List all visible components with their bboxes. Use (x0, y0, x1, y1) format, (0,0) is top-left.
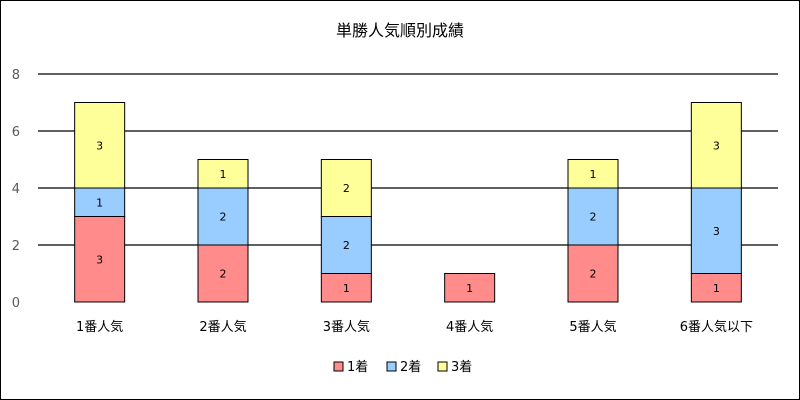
gridlines (38, 73, 778, 246)
bar-segment-3-2 (320, 216, 372, 274)
data-labels: 3 1 3 2 2 1 1 2 2 1 2 2 1 1 3 3 (96, 139, 720, 295)
bar-segment-5-3 (567, 159, 619, 189)
data-label: 3 (96, 139, 103, 152)
y-tick-label: 2 (12, 239, 20, 254)
y-tick-label: 0 (12, 296, 20, 311)
data-label: 2 (343, 239, 350, 252)
bar-segment-1-1 (74, 216, 126, 303)
data-label: 3 (713, 139, 720, 152)
data-label: 1 (590, 168, 597, 181)
y-tick-label: 4 (12, 182, 20, 197)
bar-segment-5-2 (567, 187, 619, 246)
bar-segment-4-1 (444, 273, 496, 303)
bars (74, 102, 742, 303)
x-axis-categories: 1番人気 2番人気 3番人気 4番人気 5番人気 6番人気以下 (76, 319, 753, 335)
data-label: 2 (590, 211, 597, 224)
data-label: 1 (96, 196, 103, 209)
legend-label-1: 1着 (347, 359, 368, 375)
y-axis-ticks: 0 2 4 6 8 (12, 68, 20, 311)
category-label: 3番人気 (323, 319, 370, 335)
y-tick-label: 8 (12, 68, 20, 83)
data-label: 1 (466, 282, 473, 295)
category-label: 5番人気 (569, 319, 616, 335)
data-label: 1 (713, 282, 720, 295)
legend-swatch-2 (386, 361, 397, 372)
category-label: 4番人気 (446, 319, 493, 335)
category-label: 6番人気以下 (680, 319, 753, 335)
bar-segment-1-3 (74, 102, 126, 189)
legend-label-3: 3着 (451, 359, 472, 375)
data-label: 2 (343, 182, 350, 195)
bar-segment-3-1 (320, 273, 372, 303)
legend-swatch-1 (333, 361, 344, 372)
data-label: 1 (343, 282, 350, 295)
bar-segment-3-3 (320, 159, 372, 217)
bar-segment-2-1 (197, 244, 249, 303)
legend-label-2: 2着 (400, 359, 421, 375)
bar-segment-6-3 (690, 102, 742, 189)
category-label: 2番人気 (199, 319, 246, 335)
bar-segment-2-3 (197, 159, 249, 189)
data-label: 2 (220, 268, 227, 281)
data-label: 3 (713, 225, 720, 238)
data-label: 2 (220, 211, 227, 224)
data-label: 2 (590, 268, 597, 281)
y-tick-label: 6 (12, 125, 20, 140)
legend: 1着 2着 3着 (333, 359, 472, 375)
category-label: 1番人気 (76, 319, 123, 335)
chart-title: 単勝人気順別成績 (336, 21, 464, 40)
bar-segment-2-2 (197, 187, 249, 246)
bar-segment-5-1 (567, 244, 619, 303)
data-label: 3 (96, 253, 103, 266)
data-label: 1 (220, 168, 227, 181)
bar-segment-6-2 (690, 187, 742, 274)
legend-swatch-3 (437, 361, 448, 372)
bar-segment-6-1 (690, 273, 742, 303)
